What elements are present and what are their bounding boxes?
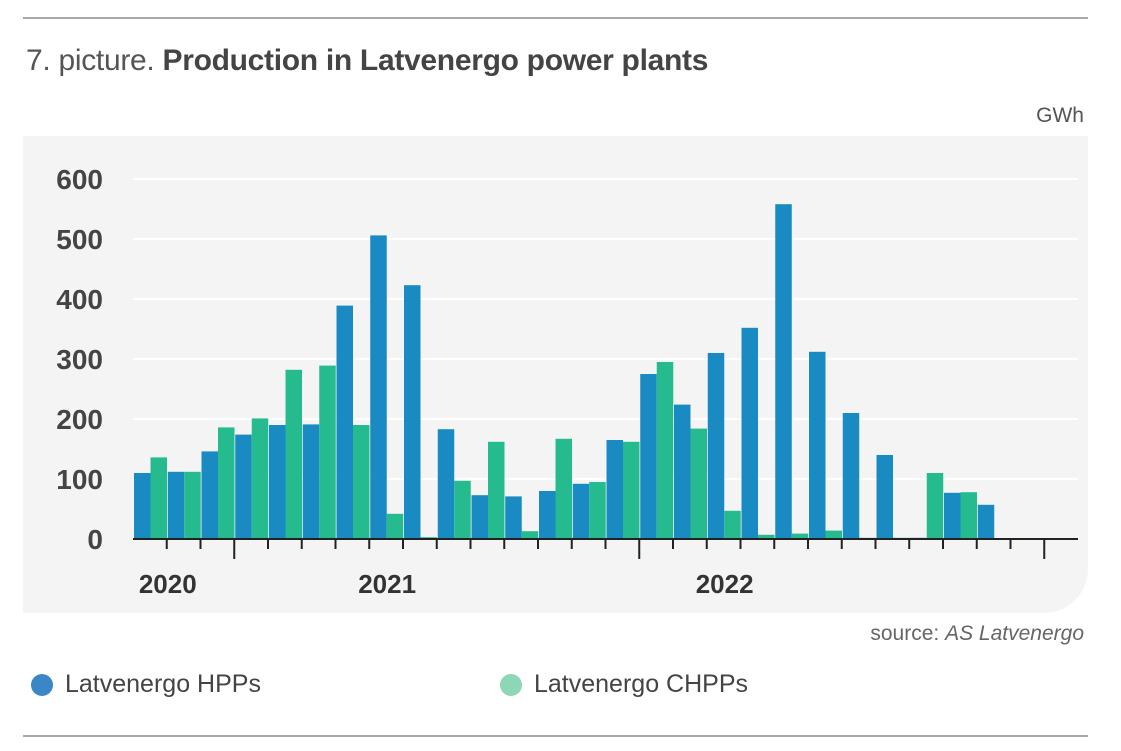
bar-hpp	[167, 471, 185, 539]
y-tick-label: 0	[87, 524, 103, 555]
bar-chpp	[758, 534, 775, 539]
bar-chpp	[589, 482, 606, 539]
source-prefix: source:	[870, 622, 940, 645]
y-tick-label: 400	[56, 284, 103, 315]
source-name: AS Latvenergo	[945, 622, 1084, 645]
bar-chpp	[319, 365, 336, 539]
legend-swatch-hpp	[31, 673, 53, 696]
bar-chpp	[184, 471, 201, 539]
bar-chpp	[488, 441, 505, 539]
y-tick-label: 500	[56, 224, 103, 255]
source-note: source: AS Latvenergo	[870, 622, 1084, 646]
legend-item-chpp: Latvenergo CHPPs	[500, 670, 748, 699]
bar-hpp	[944, 492, 961, 539]
x-year-label: 2020	[139, 569, 197, 599]
bar-hpp	[707, 353, 725, 539]
bar-chpp	[150, 457, 167, 539]
bar-chpp	[353, 425, 370, 539]
bar-chpp	[623, 441, 640, 539]
y-tick-label: 100	[56, 464, 103, 495]
bar-chpp	[724, 510, 741, 539]
bar-chpp	[555, 438, 572, 539]
x-year-label: 2022	[696, 569, 754, 599]
bar-hpp	[572, 483, 590, 539]
bar-hpp	[977, 504, 995, 539]
legend-item-hpp: Latvenergo HPPs	[31, 670, 261, 699]
bar-hpp	[370, 235, 387, 539]
bar-chpp	[285, 369, 302, 539]
title-main: Production in Latvenergo power plants	[162, 44, 709, 77]
y-tick-label: 200	[56, 404, 103, 435]
bar-hpp	[842, 413, 860, 539]
bar-hpp	[640, 374, 657, 539]
bar-hpp	[876, 455, 893, 539]
bar-hpp	[539, 491, 556, 539]
bar-chpp	[825, 530, 842, 539]
bar-chpp	[656, 362, 674, 539]
legend-label-hpp: Latvenergo HPPs	[65, 670, 261, 698]
bar-chpp	[521, 531, 539, 539]
bar-hpp	[269, 425, 286, 539]
bar-hpp	[471, 495, 488, 539]
bar-hpp	[404, 285, 421, 539]
legend-label-chpp: Latvenergo CHPPs	[534, 670, 749, 698]
bar-hpp	[674, 404, 691, 539]
bar-chpp	[454, 480, 471, 539]
bar-hpp	[809, 351, 826, 539]
bar-hpp	[741, 327, 758, 539]
bar-chart: 0 100 200 300 400 500 600 2020 2021 2022	[56, 164, 1078, 599]
chart-panel: 0 100 200 300 400 500 600 2020 2021 2022	[23, 136, 1088, 613]
bar-hpp	[201, 451, 218, 539]
bottom-rule	[23, 735, 1088, 737]
bar-chpp	[251, 418, 269, 539]
chart-title: 7. picture. Production in Latvenergo pow…	[26, 44, 708, 78]
bar-hpp	[775, 204, 792, 539]
bar-chpp	[791, 533, 809, 539]
y-tick-label: 600	[56, 164, 103, 195]
bar-chpp	[926, 473, 944, 539]
title-prefix: 7. picture.	[26, 44, 155, 77]
bar-chpp	[386, 513, 404, 539]
bar-chpp	[690, 428, 707, 539]
top-rule	[23, 17, 1088, 19]
bar-hpp	[437, 429, 455, 539]
x-year-label: 2021	[358, 569, 416, 599]
bar-chpp	[960, 492, 977, 539]
bar-hpp	[302, 424, 320, 539]
unit-label: GWh	[1036, 104, 1084, 127]
bar-hpp	[235, 434, 252, 539]
bar-hpp	[336, 305, 353, 539]
bar-hpp	[505, 496, 522, 539]
bar-hpp	[134, 473, 151, 539]
bar-chpp	[218, 427, 235, 539]
bar-hpp	[606, 440, 623, 539]
legend-swatch-chpp	[500, 673, 522, 696]
y-tick-label: 300	[56, 344, 103, 375]
